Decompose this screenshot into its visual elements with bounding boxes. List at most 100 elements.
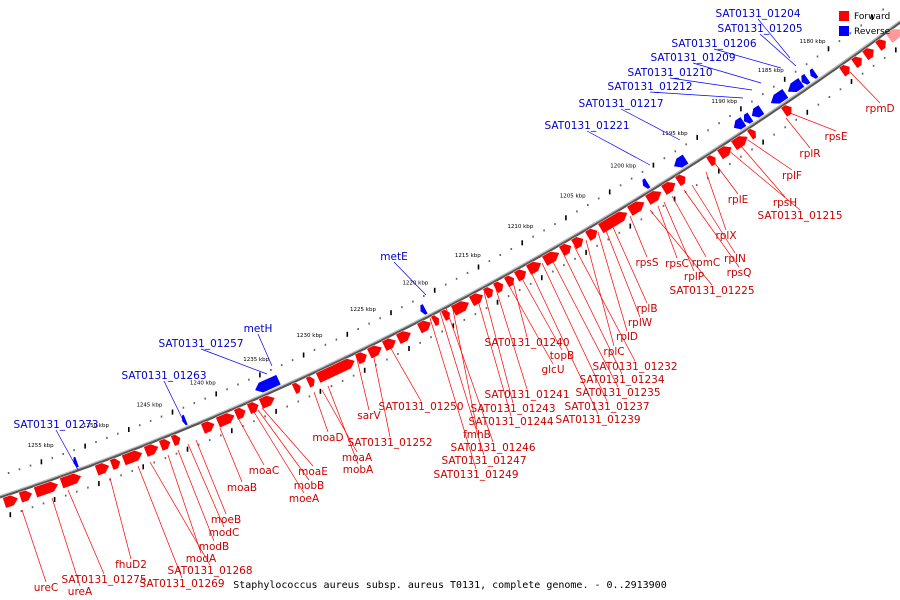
- gene-label[interactable]: rplW: [628, 317, 653, 329]
- forward-gene-arrow[interactable]: [158, 438, 171, 452]
- gene-label[interactable]: SAT0131_01246: [450, 442, 535, 454]
- gene-label[interactable]: SAT0131_01257: [158, 338, 243, 350]
- forward-gene-arrow[interactable]: [354, 351, 368, 365]
- gene-label[interactable]: rpsH: [773, 197, 797, 209]
- forward-gene-arrow[interactable]: [291, 382, 302, 395]
- gene-label[interactable]: rplX: [715, 230, 736, 242]
- forward-gene-arrow[interactable]: [746, 128, 757, 141]
- gene-label[interactable]: SAT0131_01234: [579, 374, 664, 386]
- gene-label[interactable]: SAT0131_01269: [139, 578, 224, 590]
- forward-gene-arrow[interactable]: [541, 251, 560, 267]
- gene-label[interactable]: SAT0131_01244: [468, 416, 553, 428]
- gene-label[interactable]: SAT0131_01215: [757, 210, 842, 222]
- gene-label[interactable]: SAT0131_01247: [441, 455, 526, 467]
- reverse-gene-arrow[interactable]: [751, 104, 765, 118]
- forward-gene-arrow[interactable]: [660, 181, 677, 196]
- forward-gene-arrow[interactable]: [482, 286, 494, 300]
- forward-gene-arrow[interactable]: [838, 64, 851, 78]
- forward-gene-arrow[interactable]: [94, 462, 110, 477]
- forward-gene-arrow[interactable]: [716, 145, 733, 160]
- gene-label[interactable]: glcU: [541, 364, 564, 376]
- gene-label[interactable]: SAT0131_01221: [544, 120, 629, 132]
- reverse-gene-arrow[interactable]: [419, 303, 429, 316]
- gene-label[interactable]: SAT0131_01275: [61, 574, 146, 586]
- gene-label[interactable]: moeB: [211, 514, 241, 526]
- gene-label[interactable]: SAT0131_01252: [347, 437, 432, 449]
- gene-label[interactable]: SAT0131_01212: [607, 81, 692, 93]
- forward-gene-arrow[interactable]: [59, 472, 82, 489]
- gene-label[interactable]: SAT0131_01263: [121, 370, 206, 382]
- gene-label[interactable]: SAT0131_01209: [650, 52, 735, 64]
- forward-gene-arrow[interactable]: [416, 320, 432, 334]
- gene-label[interactable]: metE: [380, 251, 407, 263]
- reverse-gene-arrow[interactable]: [181, 414, 189, 426]
- forward-gene-arrow[interactable]: [570, 236, 584, 250]
- gene-label[interactable]: SAT0131_01250: [378, 401, 463, 413]
- gene-label[interactable]: modB: [199, 541, 230, 553]
- gene-label[interactable]: SAT0131_01232: [592, 361, 677, 373]
- gene-label[interactable]: SAT0131_01204: [715, 8, 800, 20]
- reverse-gene-arrow[interactable]: [809, 67, 819, 80]
- gene-label[interactable]: moaE: [298, 466, 328, 478]
- forward-gene-arrow[interactable]: [258, 395, 276, 410]
- forward-gene-arrow[interactable]: [450, 300, 470, 317]
- forward-gene-arrow[interactable]: [584, 228, 598, 242]
- forward-gene-arrow[interactable]: [121, 450, 143, 466]
- forward-gene-arrow[interactable]: [315, 358, 356, 384]
- forward-gene-arrow[interactable]: [18, 489, 33, 504]
- forward-gene-arrow[interactable]: [33, 481, 59, 499]
- reverse-gene-arrow[interactable]: [800, 73, 811, 86]
- gene-label[interactable]: SAT0131_01217: [578, 98, 663, 110]
- forward-gene-arrow[interactable]: [200, 420, 216, 435]
- gene-label[interactable]: rplP: [684, 271, 704, 283]
- forward-gene-arrow[interactable]: [366, 345, 383, 360]
- reverse-gene-arrow[interactable]: [743, 111, 754, 125]
- gene-label[interactable]: topB: [550, 350, 574, 362]
- gene-label[interactable]: rplB: [636, 303, 657, 315]
- gene-label[interactable]: SAT0131_01235: [575, 387, 660, 399]
- gene-label[interactable]: rpmC: [692, 257, 721, 269]
- forward-gene-arrow[interactable]: [305, 375, 316, 389]
- forward-gene-arrow[interactable]: [246, 401, 260, 415]
- gene-label[interactable]: modC: [209, 527, 240, 539]
- gene-label[interactable]: rplF: [782, 170, 802, 182]
- forward-gene-arrow[interactable]: [215, 412, 236, 429]
- forward-gene-arrow[interactable]: [395, 330, 412, 345]
- gene-label[interactable]: moaD: [312, 432, 343, 444]
- reverse-gene-arrow[interactable]: [673, 153, 690, 169]
- gene-label[interactable]: SAT0131_01206: [671, 38, 756, 50]
- gene-label[interactable]: SAT0131_01210: [627, 67, 712, 79]
- forward-gene-arrow[interactable]: [885, 28, 900, 44]
- gene-label[interactable]: SAT0131_01240: [484, 337, 569, 349]
- gene-label[interactable]: moeA: [289, 493, 320, 505]
- gene-label[interactable]: SAT0131_01268: [167, 565, 252, 577]
- forward-gene-arrow[interactable]: [492, 281, 504, 294]
- forward-gene-arrow[interactable]: [525, 261, 542, 276]
- forward-gene-arrow[interactable]: [644, 190, 663, 206]
- forward-gene-arrow[interactable]: [109, 457, 121, 471]
- reverse-gene-arrow[interactable]: [254, 374, 282, 393]
- gene-label[interactable]: SAT0131_01237: [564, 401, 649, 413]
- forward-gene-arrow[interactable]: [705, 154, 717, 167]
- forward-gene-arrow[interactable]: [143, 443, 159, 458]
- gene-label[interactable]: moaB: [227, 482, 257, 494]
- gene-label[interactable]: SAT0131_01205: [717, 23, 802, 35]
- gene-label[interactable]: modA: [186, 553, 217, 565]
- gene-label[interactable]: sarV: [357, 410, 381, 422]
- forward-gene-arrow[interactable]: [558, 243, 572, 257]
- gene-label[interactable]: ureA: [68, 586, 93, 598]
- gene-label[interactable]: SAT0131_01243: [470, 403, 555, 415]
- gene-label[interactable]: rpsS: [635, 257, 658, 269]
- forward-gene-arrow[interactable]: [233, 407, 247, 421]
- gene-label[interactable]: rpsC: [665, 258, 689, 270]
- reverse-gene-arrow[interactable]: [770, 88, 789, 105]
- forward-gene-arrow[interactable]: [861, 47, 875, 61]
- gene-label[interactable]: rpmD: [865, 103, 894, 115]
- forward-gene-arrow[interactable]: [674, 174, 686, 187]
- gene-label[interactable]: rplD: [616, 331, 638, 343]
- gene-label[interactable]: fhuD2: [115, 559, 147, 571]
- gene-label[interactable]: metH: [244, 323, 273, 335]
- gene-label[interactable]: mobB: [294, 480, 325, 492]
- forward-gene-arrow[interactable]: [170, 434, 181, 447]
- gene-label[interactable]: SAT0131_01249: [433, 469, 518, 481]
